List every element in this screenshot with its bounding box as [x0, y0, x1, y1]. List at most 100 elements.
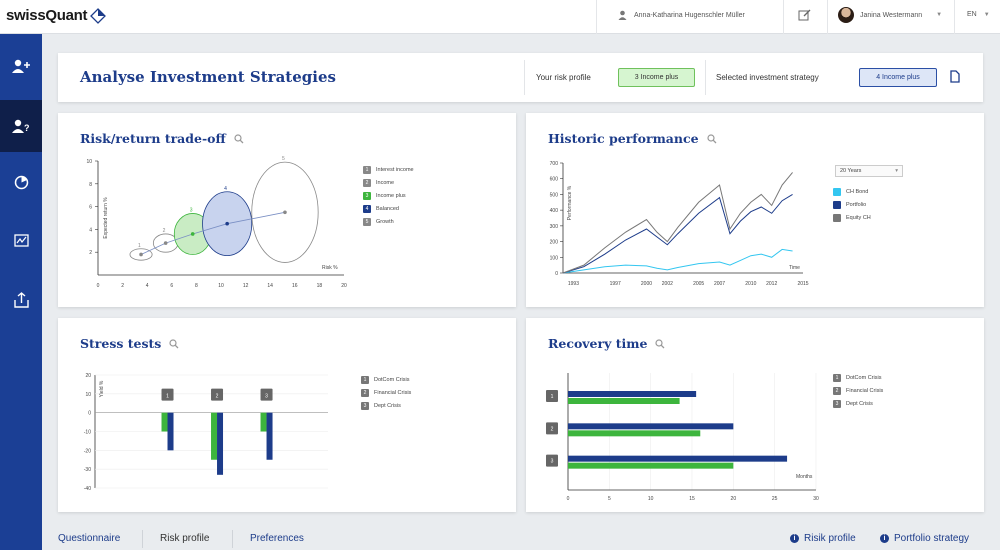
- page-header: Analyse Investment Strategies Your risk …: [58, 53, 983, 102]
- x-tick-label: 16: [292, 283, 298, 289]
- y-tick-label: 600: [550, 177, 559, 183]
- point-label: 3: [190, 207, 193, 213]
- historic-legend: CH Bond Portfolio Equity CH: [833, 185, 871, 224]
- legend-swatch: 3: [833, 399, 841, 408]
- legend-swatch: 2: [361, 388, 369, 397]
- sidebar-item-monitoring[interactable]: [0, 220, 42, 260]
- sidebar-item-add-client[interactable]: [0, 46, 42, 86]
- divider: [524, 60, 525, 95]
- language-selector[interactable]: EN ▼: [967, 11, 990, 18]
- bar: [167, 412, 174, 451]
- category-marker: [161, 388, 174, 401]
- pie-chart-icon: [14, 175, 28, 189]
- x-tick-label: 2007: [714, 281, 725, 287]
- legend-item[interactable]: CH Bond: [833, 185, 871, 198]
- category-label: 1: [166, 394, 169, 400]
- series-line: [562, 248, 793, 274]
- nav-questionnaire[interactable]: Questionnaire: [58, 533, 121, 544]
- bar: [568, 391, 697, 397]
- legend-item[interactable]: Portfolio: [833, 198, 871, 211]
- stress-title: Stress tests: [80, 336, 179, 351]
- nav-risik-profile[interactable]: i Risik profile: [790, 533, 856, 544]
- strategy-badge[interactable]: 4 Income plus: [859, 68, 937, 87]
- legend-item[interactable]: 1 DotCom Crisis: [833, 371, 883, 384]
- x-tick-label: 1993: [568, 281, 579, 287]
- legend-swatch: [833, 187, 841, 196]
- period-dropdown[interactable]: 20 Years ▾: [835, 165, 903, 177]
- risk-profile-badge[interactable]: 3 Income plus: [618, 68, 695, 87]
- x-tick-label: 0: [567, 496, 570, 502]
- x-tick-label: 2002: [662, 281, 673, 287]
- advisor-menu[interactable]: Anna-Katharina Hugenschler Müller: [618, 10, 745, 20]
- y-tick-label: 0: [555, 271, 558, 277]
- legend-item[interactable]: 1 Interest income: [363, 163, 414, 176]
- category-marker: [546, 454, 558, 467]
- legend-label: Financial Crisis: [846, 387, 884, 394]
- recovery-time-chart: 0 5 10 15 20 25 30 Months 1 2 3: [546, 373, 819, 502]
- x-axis-label: Time: [789, 265, 800, 271]
- sidebar-item-allocation[interactable]: [0, 162, 42, 202]
- nav-portfolio-strategy[interactable]: i Portfolio strategy: [880, 533, 969, 544]
- x-tick-label: 2: [121, 283, 124, 289]
- y-tick-label: 0: [88, 411, 91, 417]
- page-title: Analyse Investment Strategies: [80, 68, 336, 86]
- logo[interactable]: swissQuant: [6, 7, 107, 24]
- search-icon[interactable]: [655, 338, 665, 349]
- legend-swatch: 1: [363, 165, 371, 174]
- search-icon[interactable]: [234, 133, 244, 144]
- search-icon[interactable]: [169, 338, 179, 349]
- y-tick-label: 6: [89, 205, 92, 211]
- y-axis-label: Expected return %: [103, 197, 109, 239]
- strategy-point: [163, 241, 168, 245]
- point-label: 2: [163, 228, 166, 234]
- bottom-nav: Questionnaire Risk profile Preferences i…: [42, 524, 1000, 550]
- edit-icon: [798, 9, 811, 21]
- legend-item[interactable]: 4 Balanced: [363, 202, 414, 215]
- legend-label: Balanced: [376, 205, 399, 212]
- recovery-legend: 1 DotCom Crisis 2 Financial Crisis 3 Dept Cri…: [833, 371, 883, 410]
- legend-item[interactable]: 3 Income plus: [363, 189, 414, 202]
- legend-label: Equity CH: [846, 214, 871, 221]
- strategy-point: [225, 221, 229, 226]
- bar: [568, 455, 788, 462]
- legend-item[interactable]: 3 Dept Crisis: [833, 397, 883, 410]
- sidebar-item-export[interactable]: [0, 280, 42, 320]
- divider: [232, 530, 233, 548]
- legend-item[interactable]: 1 DotCom Crisis: [361, 373, 411, 386]
- category-label: 2: [551, 426, 554, 432]
- recovery-title: Recovery time: [548, 336, 665, 351]
- search-icon[interactable]: [706, 133, 717, 144]
- y-tick-label: 200: [550, 240, 559, 246]
- client-menu[interactable]: Janina Westermann ▼: [838, 7, 942, 23]
- bar: [217, 412, 224, 475]
- stress-tests-card: Stress tests 20 10 0 -10 -20 -30 -40 Yield % 1 2 3…: [58, 318, 516, 512]
- add-user-icon: [12, 59, 30, 73]
- legend-label: Portfolio: [846, 201, 867, 208]
- risk-return-title: Risk/return trade-off: [80, 131, 244, 146]
- category-label: 1: [551, 394, 554, 400]
- legend-item[interactable]: 5 Growth: [363, 215, 414, 228]
- stress-legend: 1 DotCom Crisis 2 Financial Crisis 3 Dept Cri…: [361, 373, 411, 412]
- y-tick-label: 4: [89, 227, 92, 233]
- document-icon: [950, 70, 960, 83]
- save-button[interactable]: [950, 70, 960, 88]
- language-label: EN: [967, 11, 977, 18]
- legend-item[interactable]: 2 Financial Crisis: [833, 384, 883, 397]
- card-title-text: Recovery time: [548, 336, 648, 351]
- nav-risk-profile[interactable]: Risk profile: [160, 533, 210, 544]
- nav-preferences[interactable]: Preferences: [250, 533, 304, 544]
- x-tick-label: 8: [195, 283, 198, 289]
- x-tick-label: 25: [772, 496, 778, 502]
- svg-text:?: ?: [24, 123, 30, 133]
- series-line: [562, 172, 793, 274]
- legend-item[interactable]: 3 Dept Crisis: [361, 399, 411, 412]
- sidebar-item-analyse[interactable]: ?: [0, 100, 42, 152]
- risk-profile-label: Your risk profile: [536, 73, 591, 82]
- legend-swatch: 4: [363, 204, 371, 213]
- legend-item[interactable]: 2 Financial Crisis: [361, 386, 411, 399]
- y-tick-label: 700: [550, 161, 559, 167]
- legend-item[interactable]: Equity CH: [833, 211, 871, 224]
- edit-button[interactable]: [798, 9, 811, 27]
- y-tick-label: 20: [85, 373, 91, 379]
- legend-item[interactable]: 2 Income: [363, 176, 414, 189]
